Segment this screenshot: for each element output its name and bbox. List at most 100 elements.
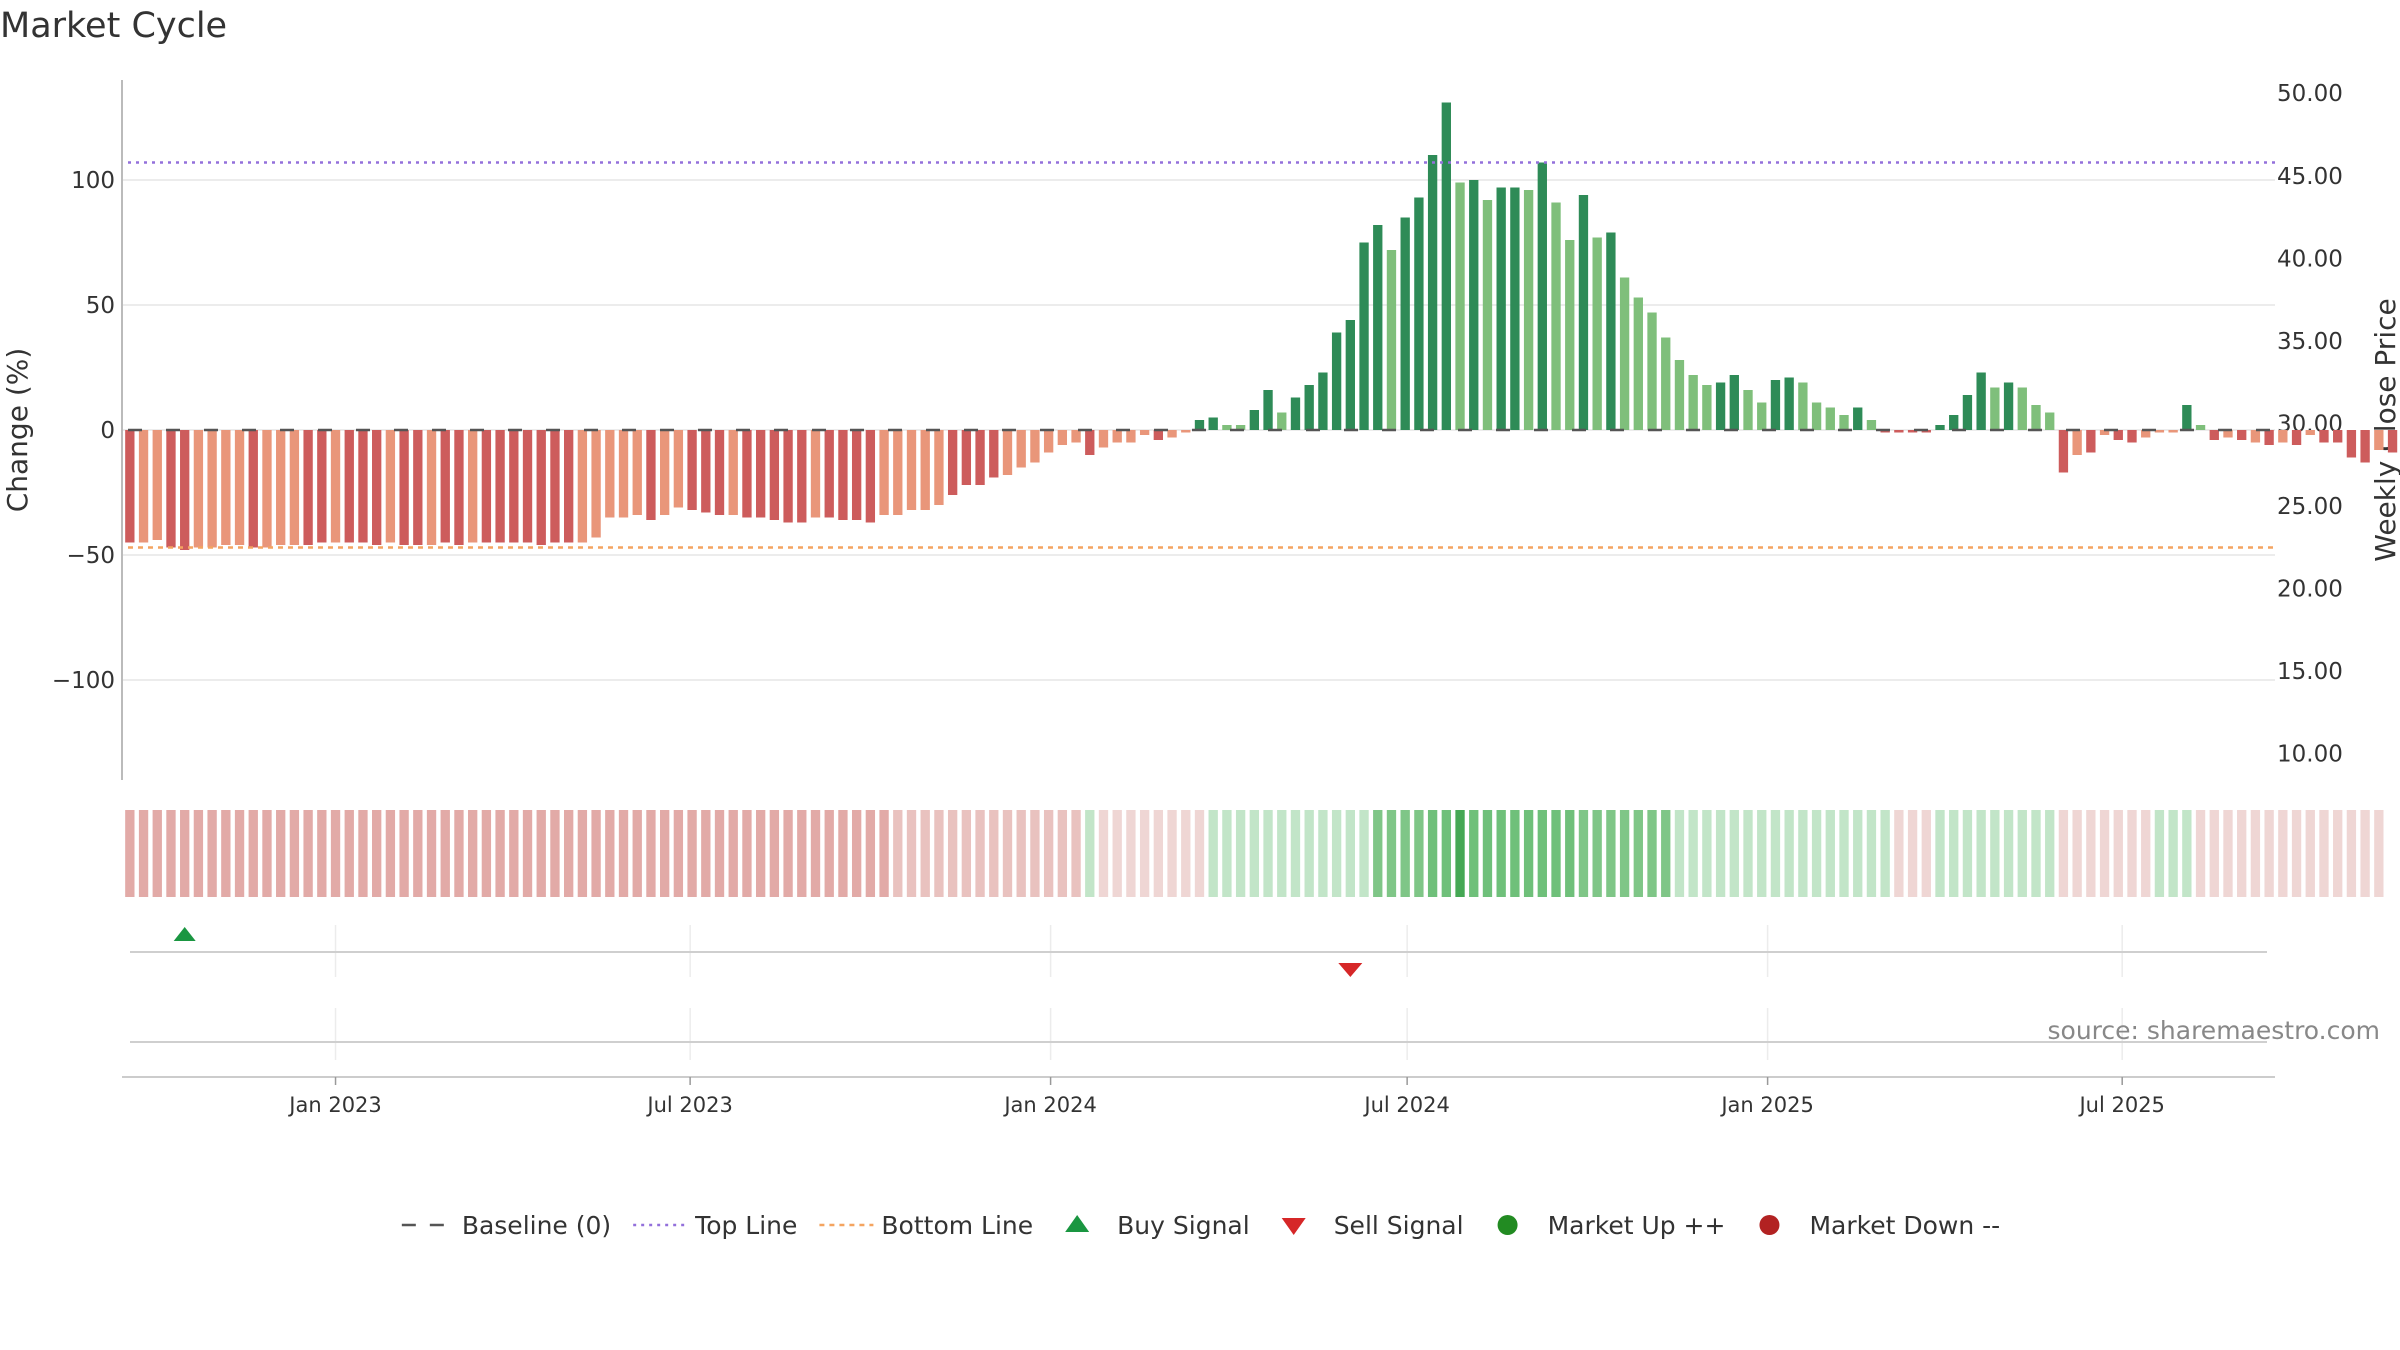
heat-cell (865, 810, 876, 897)
bar (2058, 430, 2069, 473)
heat-cell (1537, 810, 1547, 897)
bar (276, 430, 286, 545)
heat-cell (1606, 810, 1616, 897)
heat-cell (1002, 810, 1013, 897)
legend-label: Baseline (0) (462, 1211, 611, 1240)
bar (1866, 420, 1877, 430)
heat-cell (2319, 810, 2329, 897)
heat-cell (1235, 810, 1246, 897)
heat-cell (934, 810, 944, 897)
bar (1427, 155, 1438, 430)
bar (1071, 430, 1081, 443)
y-left-tick-label: 100 (71, 168, 115, 194)
heat-cell (193, 810, 204, 897)
heat-cell (1030, 810, 1040, 897)
heat-cell (221, 810, 231, 897)
y-right-tick-label: 50.00 (2277, 81, 2343, 107)
y-right-tick-label: 20.00 (2277, 576, 2343, 602)
heat-cell (152, 810, 162, 897)
y-right-tick-label: 45.00 (2277, 164, 2343, 190)
heat-cell (1674, 810, 1685, 897)
bar (495, 430, 505, 543)
heat-cell (1222, 810, 1232, 897)
bar (1606, 232, 1616, 430)
bar (1688, 375, 1698, 430)
heat-cell (2168, 810, 2178, 897)
bar (1907, 430, 1918, 433)
heat-cell (509, 810, 519, 897)
bar (1359, 242, 1369, 430)
bar (2387, 430, 2398, 453)
heat-cell (1373, 810, 1383, 897)
bar (2141, 430, 2151, 438)
heat-cell (1743, 810, 1753, 897)
bar (1784, 377, 1794, 430)
legend-label: Buy Signal (1117, 1211, 1250, 1240)
bar (646, 430, 656, 520)
x-tick-label: Jan 2024 (1002, 1093, 1097, 1117)
heat-cell (2141, 810, 2151, 897)
heat-cell (385, 810, 396, 897)
source-label: source: sharemaestro.com (2048, 1016, 2381, 1045)
heat-cell (605, 810, 615, 897)
heat-cell (1085, 810, 1095, 897)
heat-cell (1578, 810, 1589, 897)
bar (564, 430, 574, 543)
bar (783, 430, 793, 523)
heat-cell (2374, 810, 2384, 897)
bar (1743, 390, 1753, 430)
heat-cell (1839, 810, 1849, 897)
bar (166, 430, 176, 548)
bar (2113, 430, 2123, 440)
bar (893, 430, 903, 515)
bar (1565, 240, 1575, 430)
heat-cell (1729, 810, 1739, 897)
bar (769, 430, 780, 520)
x-tick-label: Jan 2023 (287, 1093, 382, 1117)
heat-cell (1277, 810, 1287, 897)
heat-cell (1167, 810, 1177, 897)
heat-cell (481, 810, 492, 897)
heat-cell (1304, 810, 1314, 897)
heat-cell (2250, 810, 2261, 897)
bar (454, 430, 464, 545)
heat-cell (1592, 810, 1602, 897)
heat-cell (2099, 810, 2110, 897)
bar (1839, 415, 1849, 430)
bar (372, 430, 382, 545)
legend-label: Top Line (694, 1211, 797, 1240)
bar (536, 430, 546, 545)
bar (2003, 382, 2014, 430)
heat-cell (1702, 810, 1712, 897)
heat-cell (1139, 810, 1150, 897)
bar (1400, 217, 1410, 430)
bar (2154, 430, 2165, 433)
bar (1935, 425, 1945, 430)
bar (1578, 195, 1589, 430)
bar (1976, 372, 1986, 430)
bar (1455, 182, 1465, 430)
heat-cell (632, 810, 642, 897)
heat-cell (769, 810, 780, 897)
bar (1729, 375, 1739, 430)
bar (1235, 425, 1246, 430)
heat-cell (2072, 810, 2082, 897)
bar (399, 430, 409, 545)
heat-cell (646, 810, 656, 897)
y-left-tick-label: 50 (86, 293, 115, 319)
bar (838, 430, 848, 520)
heat-cell (1825, 810, 1835, 897)
bar (207, 430, 217, 548)
bar (2319, 430, 2329, 443)
bar (1304, 385, 1314, 430)
heat-cell (1784, 810, 1794, 897)
legend-sell-swatch (1281, 1218, 1306, 1235)
heat-cell (1496, 810, 1506, 897)
heat-cell (2278, 810, 2288, 897)
heat-cell (660, 810, 670, 897)
heat-cell (1949, 810, 1959, 897)
bar (358, 430, 368, 543)
bar (1551, 202, 1561, 430)
bar (152, 430, 162, 540)
